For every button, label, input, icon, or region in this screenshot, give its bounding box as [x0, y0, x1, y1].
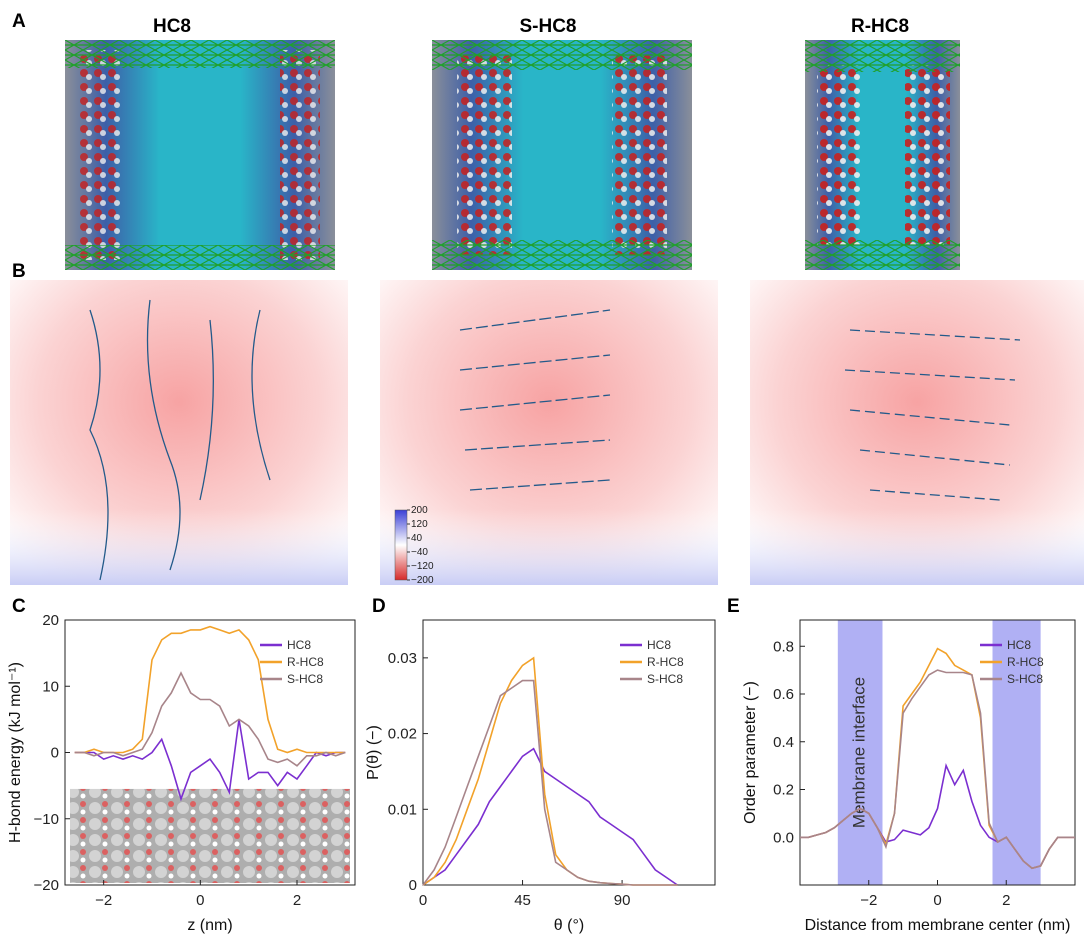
series-line: [422, 747, 678, 886]
annotation: Membrane interface: [850, 677, 869, 828]
y-tick-label: 0: [51, 745, 59, 762]
legend-label: HC8: [287, 638, 311, 652]
x-tick-label: 0: [933, 892, 941, 909]
series-line: [74, 625, 346, 754]
y-tick-label: 0.02: [388, 726, 417, 743]
y-tick-label: 20: [42, 612, 59, 629]
legend-label: R-HC8: [1007, 655, 1044, 669]
legend-label: S-HC8: [1007, 672, 1043, 686]
series-line: [422, 656, 678, 886]
plot-frame: [422, 619, 716, 886]
colorbar-tick-label: −200: [411, 575, 434, 586]
series-line: [800, 669, 1075, 870]
x-tick-label: 45: [514, 892, 531, 909]
structure-title: R-HC8: [851, 16, 909, 37]
y-axis-label: P(θ) (−): [365, 725, 382, 780]
colorbar-tick-label: 200: [411, 505, 428, 516]
y-tick-label: 0.03: [388, 650, 417, 667]
y-tick-label: −20: [34, 877, 59, 894]
interface-region: [837, 620, 883, 885]
panel-label: D: [372, 596, 386, 617]
y-tick-label: 0.8: [773, 638, 794, 655]
y-tick-label: 0.6: [773, 686, 794, 703]
panel-a-renders: [65, 40, 960, 270]
colorbar-tick-label: −40: [411, 547, 428, 558]
y-axis-label: Order parameter (−): [742, 681, 759, 824]
x-axis-label: Distance from membrane center (nm): [805, 917, 1071, 934]
x-tick-label: −2: [860, 892, 877, 909]
x-axis-label: z (nm): [187, 917, 232, 934]
x-tick-label: 0: [196, 892, 204, 909]
y-tick-label: 0.4: [773, 734, 794, 751]
legend-label: HC8: [647, 638, 671, 652]
x-tick-label: 90: [614, 892, 631, 909]
panel-label: B: [12, 261, 26, 282]
y-tick-label: −10: [34, 811, 59, 828]
x-axis-label: θ (°): [554, 917, 584, 934]
colorbar-tick-label: 120: [411, 519, 428, 530]
panel-label: C: [12, 596, 26, 617]
structure-title: HC8: [153, 16, 191, 37]
series-line: [74, 719, 346, 802]
panel-label: A: [12, 11, 26, 32]
x-tick-label: −2: [95, 892, 112, 909]
series-line: [422, 679, 678, 886]
x-tick-label: 2: [1002, 892, 1010, 909]
y-tick-label: 0.2: [773, 782, 794, 799]
colorbar: [394, 509, 408, 581]
colorbar-tick-label: −120: [411, 561, 434, 572]
panel-b-maps: [10, 280, 1084, 585]
x-tick-label: 2: [293, 892, 301, 909]
colorbar-tick-label: 40: [411, 533, 423, 544]
y-tick-label: 0.0: [773, 829, 794, 846]
legend-label: S-HC8: [287, 672, 323, 686]
series-line: [74, 671, 346, 767]
y-tick-label: 0: [409, 877, 417, 894]
y-tick-label: 0.01: [388, 801, 417, 818]
y-tick-label: 10: [42, 678, 59, 695]
structure-title: S-HC8: [519, 16, 576, 37]
panel-label: E: [727, 596, 740, 617]
legend-label: R-HC8: [287, 655, 324, 669]
x-tick-label: 0: [419, 892, 427, 909]
inset-image: [70, 788, 350, 883]
legend-label: R-HC8: [647, 655, 684, 669]
chart: 0 45 90 0 0.01 0.02 0.03 θ (°) P(θ) (−) HC8 R-HC8 S…: [365, 619, 716, 934]
legend-label: HC8: [1007, 638, 1031, 652]
legend-label: S-HC8: [647, 672, 683, 686]
chart: Membrane interface −2 0 2 0.0 0.2 0.4 0.6 0.8 Dis…: [742, 619, 1076, 934]
y-axis-label: H-bond energy (kJ mol⁻¹): [7, 662, 24, 843]
